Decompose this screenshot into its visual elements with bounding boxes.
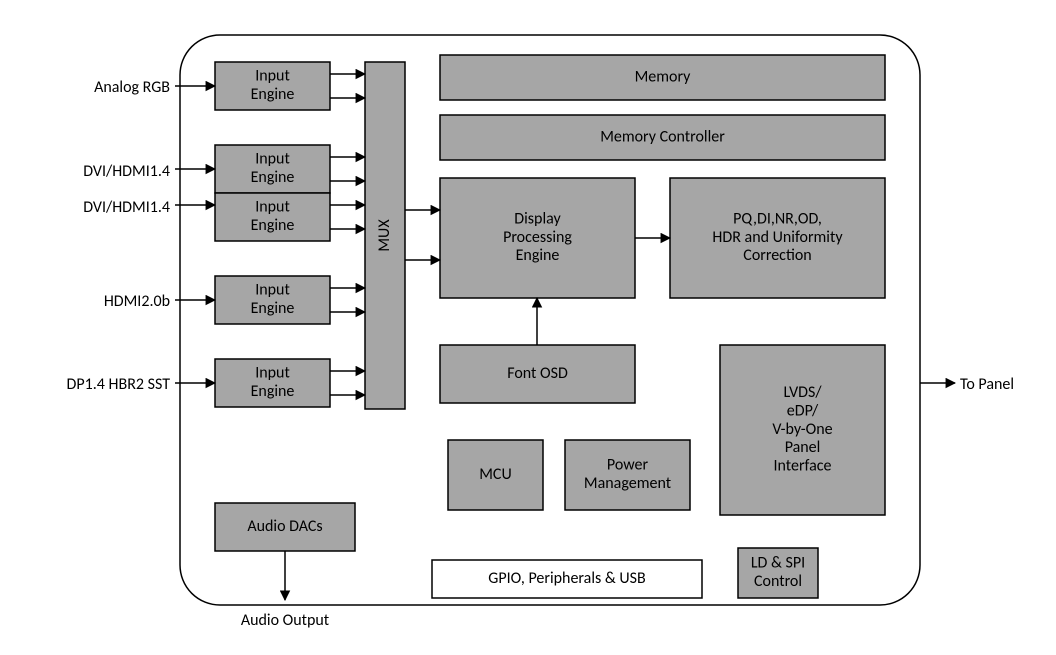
input_engine_4-label: InputEngine xyxy=(251,281,295,318)
gpio-label: GPIO, Peripherals & USB xyxy=(488,569,646,588)
to_panel-label: To Panel xyxy=(960,375,1014,394)
mux-label: MUX xyxy=(375,219,394,252)
font_osd-label: Font OSD xyxy=(507,364,568,383)
mem_ctrl-label: Memory Controller xyxy=(600,127,725,146)
input_engine_1-label: InputEngine xyxy=(251,67,295,104)
memory-label: Memory xyxy=(635,67,692,86)
audio_dac-label: Audio DACs xyxy=(247,517,322,536)
analog_rgb-label: Analog RGB xyxy=(94,78,170,97)
ld_spi-label: LD & SPIControl xyxy=(751,554,805,591)
mcu-label: MCU xyxy=(479,465,511,484)
input_engine_2-label: InputEngine xyxy=(251,150,295,187)
dvi_hdmi_b-label: DVI/HDMI1.4 xyxy=(83,198,170,217)
block-diagram: InputEngine InputEngine InputEngine InputEn… xyxy=(0,0,1056,655)
input_engine_3-label: InputEngine xyxy=(251,198,295,235)
audio_out-label: Audio Output xyxy=(241,611,330,630)
hdmi20b-label: HDMI2.0b xyxy=(104,292,170,311)
dvi_hdmi_a-label: DVI/HDMI1.4 xyxy=(83,162,170,181)
dp14-label: DP1.4 HBR2 SST xyxy=(67,375,171,394)
input_engine_5-label: InputEngine xyxy=(251,364,295,401)
